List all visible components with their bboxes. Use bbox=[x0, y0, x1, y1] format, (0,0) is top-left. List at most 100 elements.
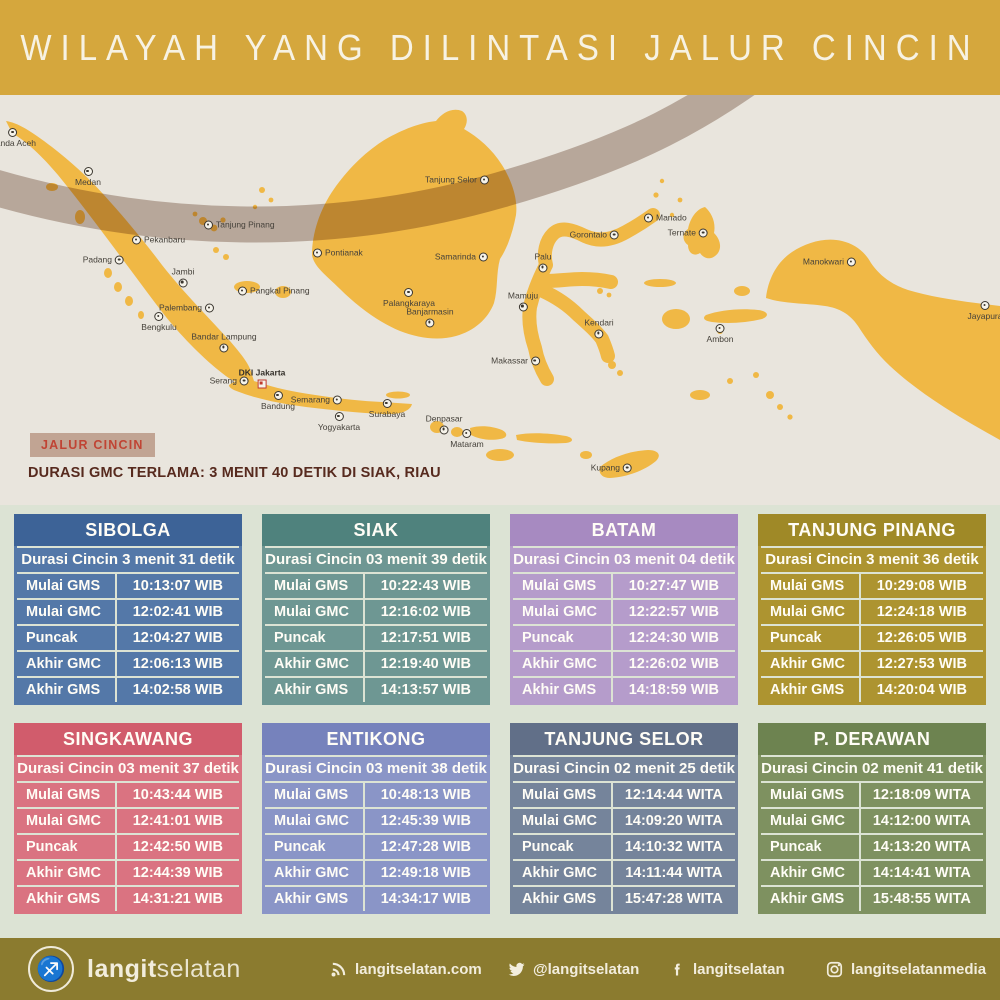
cards-grid: SIBOLGA Durasi Cincin 3 menit 31 detik M… bbox=[0, 505, 1000, 938]
card-row: Mulai GMC 14:12:00 WITA bbox=[761, 807, 983, 833]
city-marker-icon bbox=[518, 302, 528, 311]
card-row: Akhir GMS 14:34:17 WIB bbox=[265, 885, 487, 911]
city-label: Palu bbox=[534, 251, 552, 262]
social-link-rss[interactable]: langitselatan.com bbox=[330, 938, 482, 1000]
row-value: 10:48:13 WIB bbox=[362, 783, 487, 807]
social-link-twitter[interactable]: @langitselatan bbox=[508, 938, 639, 1000]
row-label: Akhir GMC bbox=[522, 865, 597, 881]
social-label: langitselatanmedia bbox=[851, 960, 987, 978]
row-value: 10:27:47 WIB bbox=[610, 574, 735, 598]
card-row: Mulai GMS 12:18:09 WITA bbox=[761, 783, 983, 807]
map-area: JALUR CINCIN DURASI GMC TERLAMA: 3 MENIT… bbox=[0, 95, 1000, 505]
city-label: Kendari bbox=[584, 317, 614, 328]
city-jambi: Jambi bbox=[171, 266, 195, 287]
city-samarinda: Samarinda bbox=[435, 252, 488, 262]
row-label: Akhir GMC bbox=[522, 656, 597, 672]
indonesia-map bbox=[0, 95, 1000, 478]
city-label: Medan bbox=[75, 177, 101, 187]
row-label: Mulai GMC bbox=[770, 604, 845, 620]
city-marker-icon bbox=[538, 263, 548, 272]
city-marker-icon bbox=[219, 343, 229, 352]
city-marker-icon bbox=[115, 255, 124, 265]
row-label: Mulai GMC bbox=[26, 813, 101, 829]
card-row: Puncak 12:26:05 WIB bbox=[761, 624, 983, 650]
city-marker-icon bbox=[313, 248, 322, 258]
row-label: Mulai GMC bbox=[274, 813, 349, 829]
city-marker-icon bbox=[699, 228, 708, 238]
social-label: @langitselatan bbox=[533, 960, 640, 978]
page-title: WILAYAH YANG DILINTASI JALUR CINCIN bbox=[20, 26, 980, 68]
city-marker-icon bbox=[205, 303, 214, 313]
city-card-duration: Durasi Cincin 3 menit 31 detik bbox=[17, 546, 239, 572]
row-label: Akhir GMC bbox=[770, 656, 845, 672]
row-label: Mulai GMS bbox=[770, 787, 845, 803]
city-card-title: BATAM bbox=[510, 514, 738, 546]
row-label: Mulai GMS bbox=[274, 787, 349, 803]
social-link-instagram[interactable]: langitselatanmedia bbox=[826, 938, 986, 1000]
gmc-duration-note: DURASI GMC TERLAMA: 3 MENIT 40 DETIK DI … bbox=[28, 465, 441, 481]
row-label: Akhir GMC bbox=[26, 656, 101, 672]
langitselatan-logo-icon: ♐ bbox=[28, 946, 74, 992]
instagram-icon bbox=[826, 961, 843, 978]
city-card-rows: Mulai GMS 10:48:13 WIB Mulai GMC 12:45:39 W… bbox=[265, 781, 487, 911]
city-serang: Serang bbox=[210, 376, 249, 386]
city-marker-icon bbox=[425, 318, 435, 327]
island-papua bbox=[766, 239, 1000, 440]
row-label: Puncak bbox=[274, 839, 326, 855]
card-row: Akhir GMC 14:14:41 WITA bbox=[761, 859, 983, 885]
row-value: 10:29:08 WIB bbox=[858, 574, 983, 598]
row-label: Akhir GMS bbox=[522, 682, 597, 698]
card-row: Akhir GMC 12:19:40 WIB bbox=[265, 650, 487, 676]
city-dki-jakarta: DKI Jakarta bbox=[238, 367, 286, 388]
city-card-title: TANJUNG SELOR bbox=[510, 723, 738, 755]
city-label: Tanjung Pinang bbox=[216, 219, 275, 230]
city-palembang: Palembang bbox=[159, 303, 214, 313]
row-value: 12:47:28 WIB bbox=[362, 835, 487, 859]
row-value: 15:47:28 WITA bbox=[610, 887, 735, 911]
city-marker-icon bbox=[240, 376, 249, 386]
brand: ♐ langitselatan bbox=[28, 946, 241, 992]
city-marker-icon bbox=[178, 278, 188, 287]
city-card-title: P. DERAWAN bbox=[758, 723, 986, 755]
row-label: Akhir GMS bbox=[274, 891, 349, 907]
row-label: Puncak bbox=[770, 630, 822, 646]
city-ternate: Ternate bbox=[668, 228, 708, 238]
city-label: Makassar bbox=[491, 355, 528, 366]
city-label: Semarang bbox=[290, 394, 330, 405]
city-bengkulu: Bengkulu bbox=[141, 312, 177, 332]
city-label: Jambi bbox=[171, 266, 195, 277]
row-value: 12:26:02 WIB bbox=[610, 652, 735, 676]
city-card-duration: Durasi Cincin 03 menit 04 detik bbox=[513, 546, 735, 572]
social-label: langitselatan bbox=[693, 960, 785, 978]
social-link-facebook[interactable]: langitselatan bbox=[670, 938, 785, 1000]
row-value: 12:06:13 WIB bbox=[114, 652, 239, 676]
city-manado: Manado bbox=[644, 213, 687, 223]
city-label: Pangkal Pinang bbox=[250, 285, 310, 296]
city-semarang: Semarang bbox=[290, 394, 342, 405]
row-value: 14:11:44 WITA bbox=[610, 861, 735, 885]
row-value: 14:12:00 WITA bbox=[858, 809, 983, 833]
row-value: 12:24:30 WIB bbox=[610, 626, 735, 650]
capital-marker-icon bbox=[257, 379, 267, 388]
city-marker-icon bbox=[132, 235, 141, 245]
city-card-rows: Mulai GMS 10:13:07 WIB Mulai GMC 12:02:41 W… bbox=[17, 572, 239, 702]
city-marker-icon bbox=[479, 252, 488, 262]
row-value: 12:16:02 WIB bbox=[362, 600, 487, 624]
card-row: Puncak 14:10:32 WITA bbox=[513, 833, 735, 859]
card-row: Mulai GMC 12:22:57 WIB bbox=[513, 598, 735, 624]
city-label: Banda Aceh bbox=[0, 138, 36, 148]
city-card-duration: Durasi Cincin 03 menit 37 detik bbox=[17, 755, 239, 781]
card-row: Puncak 12:04:27 WIB bbox=[17, 624, 239, 650]
island-sumatra bbox=[6, 121, 254, 384]
row-label: Mulai GMC bbox=[522, 813, 597, 829]
city-tanjung-selor: Tanjung Selor bbox=[425, 175, 489, 185]
city-card-title: SINGKAWANG bbox=[14, 723, 242, 755]
card-row: Akhir GMC 12:26:02 WIB bbox=[513, 650, 735, 676]
card-row: Mulai GMC 12:45:39 WIB bbox=[265, 807, 487, 833]
city-yogyakarta: Yogyakarta bbox=[318, 412, 360, 432]
row-value: 12:44:39 WIB bbox=[114, 861, 239, 885]
row-value: 12:17:51 WIB bbox=[362, 626, 487, 650]
city-label: DKI Jakarta bbox=[238, 367, 286, 378]
row-value: 14:02:58 WIB bbox=[114, 678, 239, 702]
brand-bold: langit bbox=[87, 954, 157, 983]
